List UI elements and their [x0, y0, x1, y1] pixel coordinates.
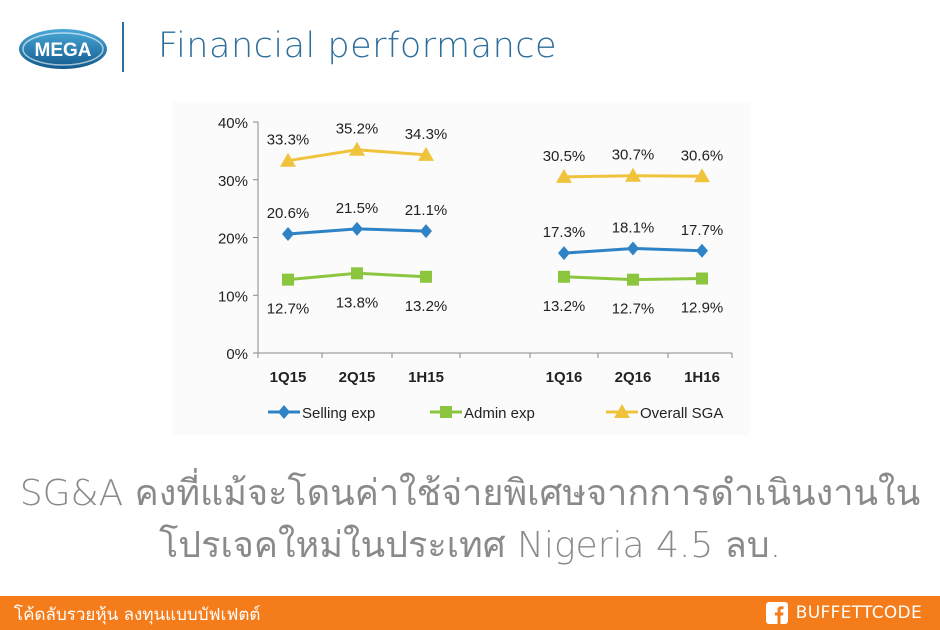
facebook-icon[interactable] — [765, 602, 788, 624]
chart-svg: 0% 10% 20% 30% 40% 1Q15 2Q15 1H15 1Q16 2Q16 1H16 20… — [218, 115, 733, 422]
data-point-selling-exp — [420, 224, 432, 239]
data-label-admin-exp: 12.7% — [267, 301, 310, 318]
data-point-admin-exp — [351, 267, 363, 280]
caption-line-2: โปรเจคใหม่ในประเทศ Nigeria 4.5 ลบ. — [158, 525, 782, 566]
legend-marker-admin-exp — [440, 406, 452, 418]
x-tick-label: 2Q15 — [339, 369, 376, 386]
page-title: Financial performance — [158, 26, 558, 66]
logo-text: MEGA — [35, 40, 92, 61]
data-label-overall-sga: 30.7% — [612, 147, 655, 164]
data-point-overall-sga — [625, 167, 641, 182]
data-label-selling-exp: 18.1% — [612, 219, 655, 236]
footer-brand: BUFFETTCODE — [795, 603, 922, 623]
legend-marker-overall-sga — [614, 404, 630, 418]
data-point-overall-sga — [418, 146, 434, 161]
data-point-overall-sga — [694, 168, 710, 183]
footer-brand-group[interactable]: BUFFETTCODE — [765, 601, 922, 625]
data-point-selling-exp — [627, 241, 639, 256]
data-label-overall-sga: 34.3% — [405, 126, 448, 143]
y-tick-label: 10% — [218, 288, 248, 305]
data-point-admin-exp — [558, 270, 570, 283]
data-label-selling-exp: 17.3% — [543, 224, 586, 241]
data-point-admin-exp — [627, 273, 639, 286]
mega-logo: MEGA — [18, 28, 108, 70]
data-point-selling-exp — [558, 246, 570, 261]
y-tick-label: 0% — [226, 346, 248, 363]
data-point-selling-exp — [696, 243, 708, 258]
title-divider — [122, 22, 124, 72]
data-label-selling-exp: 20.6% — [267, 205, 310, 222]
footer-tagline: โค้ดลับรวยหุ้น ลงทุนแบบบัฟเฟตต์ — [14, 605, 261, 625]
data-point-overall-sga — [280, 152, 296, 167]
data-label-overall-sga: 35.2% — [336, 121, 379, 138]
y-tick-label: 40% — [218, 115, 248, 132]
sga-chart: 0% 10% 20% 30% 40% 1Q15 2Q15 1H15 1Q16 2Q16 1H16 20… — [172, 102, 750, 435]
data-point-overall-sga — [556, 168, 572, 183]
data-point-selling-exp — [282, 227, 294, 242]
data-point-admin-exp — [282, 273, 294, 286]
data-point-selling-exp — [351, 221, 363, 236]
x-tick-label: 1H15 — [408, 369, 444, 386]
data-label-admin-exp: 13.8% — [336, 294, 379, 311]
data-point-admin-exp — [696, 272, 708, 285]
x-tick-label: 1H16 — [684, 369, 720, 386]
data-label-selling-exp: 21.1% — [405, 202, 448, 219]
legend-label-overall-sga: Overall SGA — [640, 405, 723, 422]
footer-bar: โค้ดลับรวยหุ้น ลงทุนแบบบัฟเฟตต์ BUFFETTC… — [0, 596, 940, 630]
data-label-selling-exp: 21.5% — [336, 200, 379, 217]
data-label-overall-sga: 30.5% — [543, 148, 586, 165]
x-tick-label: 1Q15 — [270, 369, 307, 386]
x-tick-label: 1Q16 — [546, 369, 583, 386]
data-label-overall-sga: 30.6% — [681, 147, 724, 164]
data-point-overall-sga — [349, 141, 365, 156]
data-label-admin-exp: 13.2% — [543, 298, 586, 315]
data-label-admin-exp: 12.9% — [681, 300, 724, 317]
legend-label-selling-exp: Selling exp — [302, 405, 375, 422]
caption-line-1: SG&A คงที่แม้จะโดนค่าใช้จ่ายพิเศษจากการด… — [19, 473, 921, 514]
data-label-overall-sga: 33.3% — [267, 132, 310, 149]
data-label-selling-exp: 17.7% — [681, 222, 724, 239]
legend-label-admin-exp: Admin exp — [464, 405, 535, 422]
legend-marker-selling-exp — [278, 405, 290, 419]
data-label-admin-exp: 12.7% — [612, 301, 655, 318]
data-label-admin-exp: 13.2% — [405, 298, 448, 315]
y-tick-label: 30% — [218, 173, 248, 190]
mega-logo-icon: MEGA — [19, 29, 107, 69]
x-tick-label: 2Q16 — [615, 369, 652, 386]
y-tick-label: 20% — [218, 231, 248, 248]
data-point-admin-exp — [420, 270, 432, 283]
